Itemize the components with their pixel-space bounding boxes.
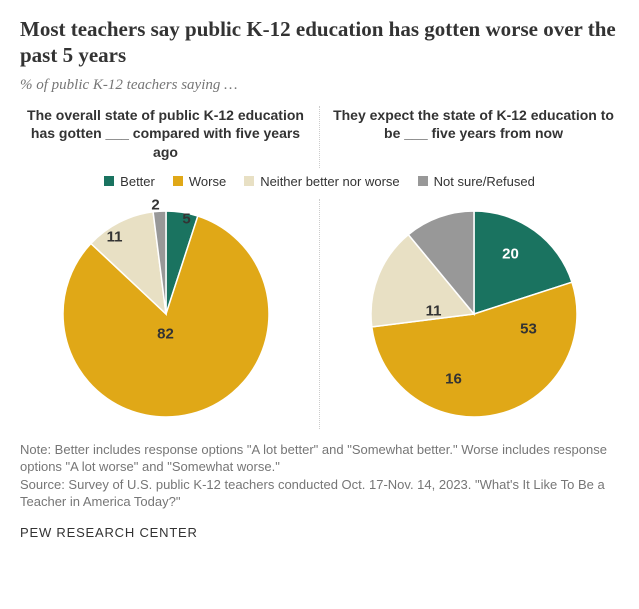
legend-swatch <box>104 176 114 186</box>
legend-swatch <box>418 176 428 186</box>
pies-row: 5 82 11 2 20 53 16 11 <box>20 199 619 429</box>
pie-slice-label: 16 <box>445 370 462 387</box>
chart-right: They expect the state of K-12 education … <box>320 106 619 168</box>
pie-left: 5 82 11 2 <box>51 199 281 429</box>
legend-label: Not sure/Refused <box>434 174 535 189</box>
footer: PEW RESEARCH CENTER <box>20 525 619 540</box>
legend: Better Worse Neither better nor worse Not s… <box>20 174 619 189</box>
pie-slice-label: 11 <box>107 228 123 245</box>
legend-swatch <box>173 176 183 186</box>
legend-item: Worse <box>173 174 226 189</box>
chart-right-title: They expect the state of K-12 education … <box>328 106 619 164</box>
note-line: Note: Better includes response options "… <box>20 441 619 476</box>
chart-left: The overall state of public K-12 educati… <box>20 106 320 168</box>
legend-label: Worse <box>189 174 226 189</box>
pie-right: 20 53 16 11 <box>359 199 589 429</box>
pie-right-col: 20 53 16 11 <box>320 199 619 429</box>
legend-item: Better <box>104 174 155 189</box>
pie-left-col: 5 82 11 2 <box>20 199 320 429</box>
chart-title: Most teachers say public K-12 education … <box>20 16 619 69</box>
note-line: Source: Survey of U.S. public K-12 teach… <box>20 476 619 511</box>
pie-slice-label: 11 <box>426 302 442 319</box>
legend-label: Neither better nor worse <box>260 174 399 189</box>
pie-slice-label: 53 <box>520 320 537 337</box>
legend-swatch <box>244 176 254 186</box>
charts-row: The overall state of public K-12 educati… <box>20 106 619 168</box>
legend-label: Better <box>120 174 155 189</box>
pie-slice-label: 20 <box>502 245 519 262</box>
legend-item: Neither better nor worse <box>244 174 399 189</box>
chart-left-title: The overall state of public K-12 educati… <box>20 106 311 164</box>
pie-slice-label: 5 <box>182 210 190 227</box>
legend-item: Not sure/Refused <box>418 174 535 189</box>
pie-slice-label: 82 <box>157 325 174 342</box>
pie-svg <box>51 199 281 429</box>
pie-svg <box>359 199 589 429</box>
chart-subtitle: % of public K-12 teachers saying … <box>20 77 619 94</box>
pie-slice-label: 2 <box>151 196 159 213</box>
notes: Note: Better includes response options "… <box>20 441 619 511</box>
